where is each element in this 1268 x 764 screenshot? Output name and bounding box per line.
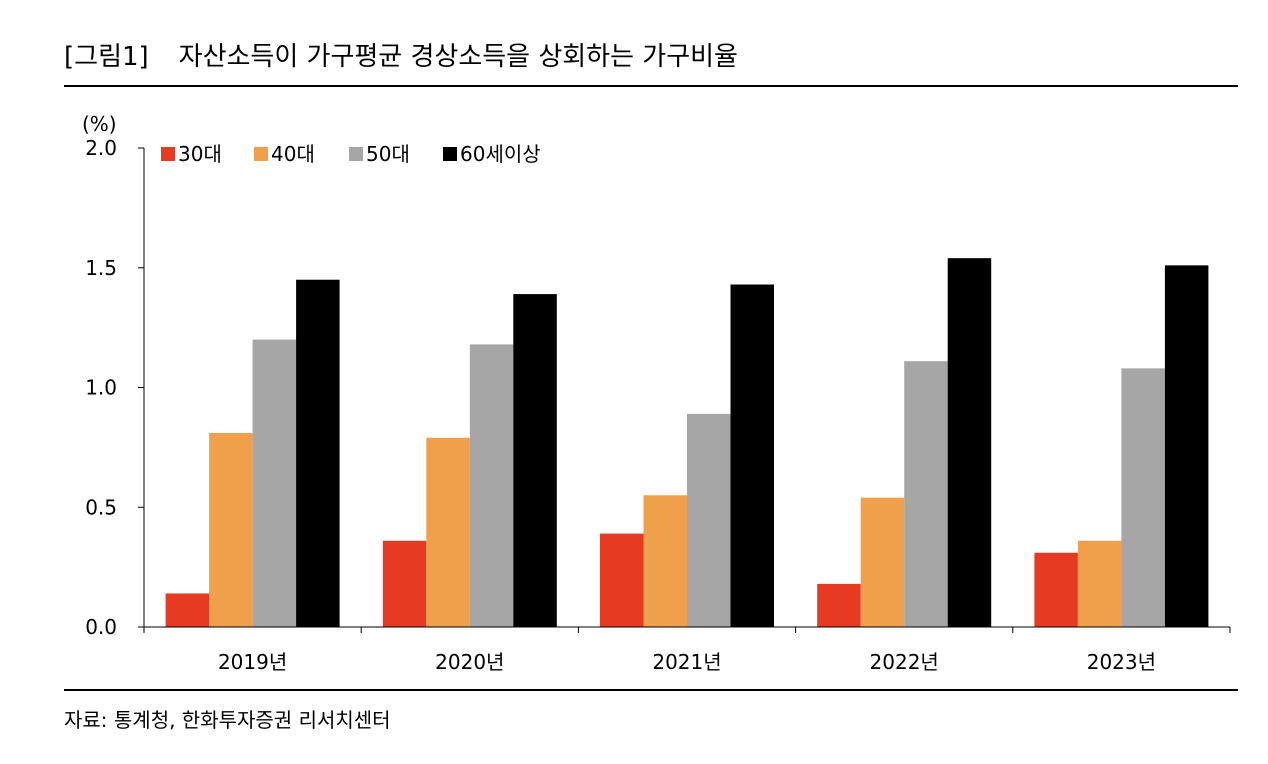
bar bbox=[296, 279, 340, 627]
bar bbox=[382, 540, 427, 627]
bar bbox=[209, 433, 253, 627]
legend-swatch bbox=[161, 147, 175, 161]
x-tick-label: 2023년 bbox=[1087, 650, 1156, 674]
chart-title: [그림1] 자산소득이 가구평균 경상소득을 상회하는 가구비율 bbox=[64, 36, 738, 73]
bar bbox=[860, 497, 905, 627]
bar bbox=[817, 583, 861, 627]
legend-label: 40대 bbox=[271, 142, 315, 166]
bar bbox=[1077, 540, 1122, 627]
legend-swatch bbox=[443, 147, 457, 161]
x-tick-label: 2020년 bbox=[435, 650, 504, 674]
bar bbox=[687, 413, 731, 627]
legend-label: 30대 bbox=[178, 142, 222, 166]
y-tick-label: 0.0 bbox=[85, 615, 117, 639]
x-axis: 2019년 2020년 2021년 2022년 2023년 bbox=[143, 626, 1231, 674]
x-tick-label: 2021년 bbox=[652, 650, 721, 674]
figure-label: [그림1] bbox=[64, 42, 149, 72]
bar bbox=[1121, 368, 1165, 627]
bar bbox=[513, 294, 557, 627]
bar bbox=[947, 258, 992, 627]
source-note: 자료: 통계청, 한화투자증권 리서치센터 bbox=[64, 708, 391, 732]
y-axis: 0.0 0.5 1.0 1.5 2.0 bbox=[85, 136, 145, 639]
top-divider bbox=[64, 85, 1238, 87]
y-tick-label: 0.5 bbox=[85, 495, 117, 519]
bars-group bbox=[165, 258, 1209, 627]
bar bbox=[1164, 265, 1209, 627]
bar bbox=[252, 339, 297, 627]
bar bbox=[426, 437, 470, 627]
x-tick-label: 2022년 bbox=[870, 650, 939, 674]
legend: 30대 40대 50대 60세이상 bbox=[161, 142, 541, 166]
bar bbox=[904, 361, 948, 627]
x-tick-label: 2019년 bbox=[218, 650, 287, 674]
legend-swatch bbox=[254, 147, 268, 161]
bar bbox=[165, 593, 210, 627]
bar bbox=[730, 284, 774, 627]
bar bbox=[643, 495, 687, 627]
title-text: 자산소득이 가구평균 경상소득을 상회하는 가구비율 bbox=[178, 42, 738, 72]
y-tick-label: 1.0 bbox=[85, 376, 117, 400]
y-tick-label: 2.0 bbox=[85, 136, 117, 160]
bar bbox=[600, 533, 644, 627]
y-tick-label: 1.5 bbox=[85, 256, 117, 280]
legend-label: 50대 bbox=[366, 142, 410, 166]
bar bbox=[469, 344, 514, 627]
y-axis-unit-label: (%) bbox=[82, 112, 117, 136]
bar bbox=[1034, 552, 1078, 627]
legend-swatch bbox=[349, 147, 363, 161]
legend-label: 60세이상 bbox=[460, 142, 541, 166]
bottom-divider bbox=[64, 689, 1238, 691]
